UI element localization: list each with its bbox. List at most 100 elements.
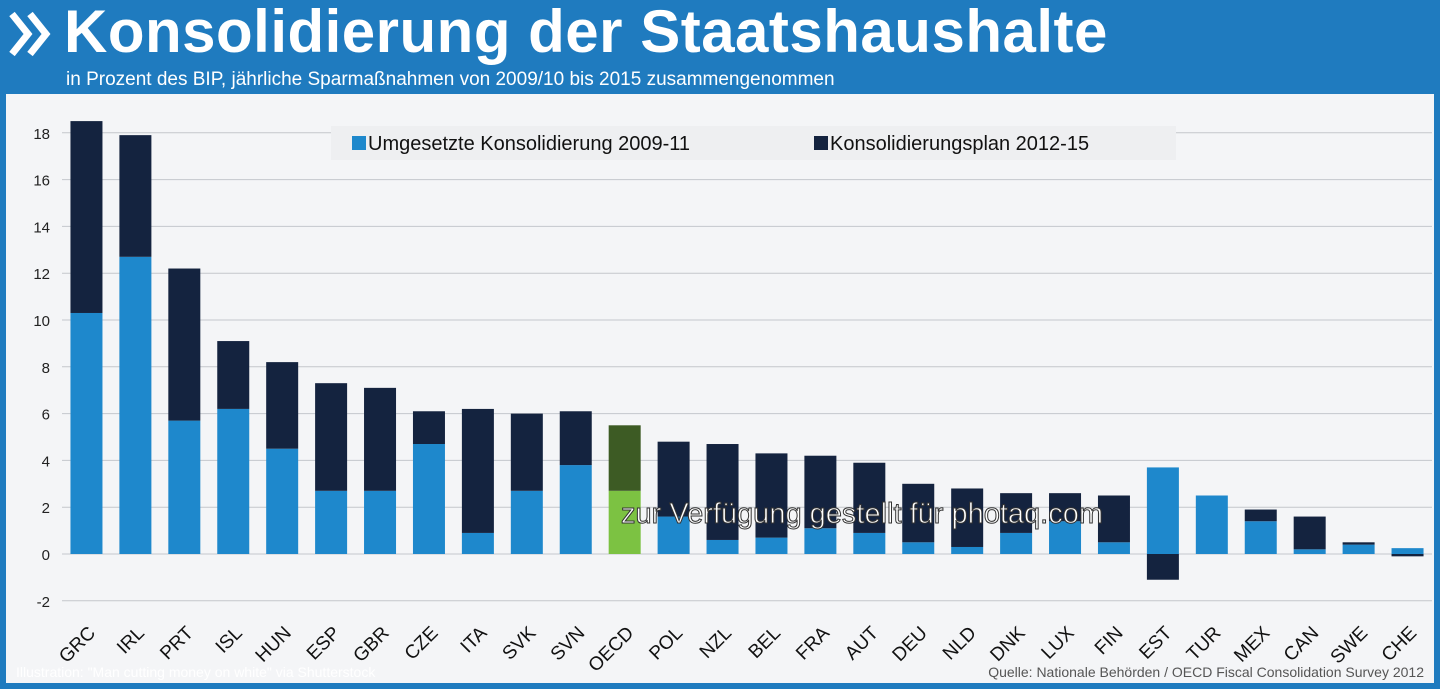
bar-implemented: [266, 448, 299, 554]
y-tick-label: 2: [42, 500, 50, 517]
bar-chart: -2 0 2 4 6 8 10 12 14 16 18 GRC IRL PRT ISL HUN ESP GBR CZ…: [33, 121, 1432, 677]
x-tick-label: MEX: [1230, 622, 1274, 666]
legend-box: [331, 126, 1176, 160]
bar-planned: [1000, 493, 1033, 533]
header: Konsolidierung der Staatshaushalte in Pr…: [0, 0, 1440, 94]
bar-planned: [706, 444, 739, 540]
x-tick-label: ESP: [303, 623, 345, 665]
bar-implemented: [1342, 544, 1375, 554]
y-tick-label: 14: [33, 219, 50, 236]
x-tick-label: DEU: [889, 623, 932, 666]
x-tick-label: NZL: [696, 623, 736, 663]
x-tick-label: ISL: [212, 623, 247, 658]
y-tick-label: 0: [42, 547, 50, 564]
bar-planned: [1293, 516, 1326, 550]
bar-implemented: [1195, 495, 1228, 554]
bar-planned: [902, 483, 935, 543]
bar-implemented: [1293, 549, 1326, 554]
bar-planned: [1049, 493, 1082, 522]
bar-planned: [608, 425, 641, 491]
bar-planned: [461, 408, 494, 533]
x-tick-label: FIN: [1091, 623, 1127, 659]
y-tick-label: 4: [42, 453, 50, 470]
bar-planned: [168, 268, 201, 421]
y-tick-label: 16: [33, 173, 50, 190]
bar-planned: [510, 413, 543, 491]
bar-planned: [1146, 554, 1179, 580]
bar-planned: [217, 341, 250, 409]
x-tick-label: NLD: [939, 623, 981, 665]
x-tick-label: CZE: [401, 623, 443, 665]
bar-planned: [804, 455, 837, 529]
illustration-credit: Illustration: "Man cutting money on whit…: [16, 664, 376, 680]
x-tick-label: ITA: [457, 622, 492, 657]
legend-swatch-implemented: [352, 136, 366, 150]
y-tick-label: 12: [33, 266, 50, 283]
bar-implemented: [608, 490, 641, 554]
bar-implemented: [1146, 467, 1179, 554]
bar-implemented: [70, 312, 103, 554]
bar-planned: [119, 135, 152, 257]
legend-label-implemented: Umgesetzte Konsolidierung 2009-11: [368, 133, 690, 155]
bar-planned: [1342, 542, 1375, 545]
x-tick-label: SVK: [499, 622, 541, 664]
bar-implemented: [461, 532, 494, 554]
legend-label-planned: Konsolidierungsplan 2012-15: [830, 133, 1089, 155]
bar-planned: [315, 383, 348, 491]
bar-planned: [412, 411, 445, 445]
x-tick-label: GBR: [350, 623, 394, 667]
legend-swatch-planned: [814, 136, 828, 150]
y-tick-label: 6: [42, 407, 50, 424]
bar-implemented: [315, 490, 348, 554]
bar-planned: [755, 453, 788, 538]
bar-planned: [70, 121, 103, 313]
x-tick-label: POL: [645, 623, 687, 665]
x-tick-label: TUR: [1183, 623, 1225, 665]
x-tick-label: GRC: [55, 623, 100, 668]
watermark: zur Verfügung gestellt für photaq.com: [620, 498, 1104, 531]
bar-implemented: [1097, 542, 1130, 554]
source-note: Quelle: Nationale Behörden / OECD Fiscal…: [988, 664, 1424, 680]
y-tick-label: -2: [37, 594, 50, 611]
bar-implemented: [559, 465, 592, 554]
x-tick-label: FRA: [792, 622, 834, 664]
bar-implemented: [853, 532, 886, 554]
bar-implemented: [755, 537, 788, 554]
bar-planned: [559, 411, 592, 466]
bar-planned: [1391, 554, 1424, 557]
bar-implemented: [119, 256, 152, 554]
bar-planned: [364, 387, 397, 491]
x-tick-label: IRL: [113, 623, 149, 659]
bar-implemented: [1049, 521, 1082, 554]
bar-implemented: [951, 546, 984, 554]
x-tick-label: OECD: [585, 623, 639, 677]
x-tick-label: LUX: [1038, 622, 1079, 663]
bar-planned: [1097, 495, 1130, 543]
bar-implemented: [902, 542, 935, 554]
bar-implemented: [706, 539, 739, 554]
x-tick-label: SWE: [1327, 623, 1372, 668]
bar-implemented: [657, 516, 690, 554]
oecd-chevron-logo-icon: [6, 6, 58, 62]
x-tick-label: AUT: [841, 622, 883, 664]
x-tick-label: BEL: [745, 623, 785, 663]
plot-area: -2 0 2 4 6 8 10 12 14 16 18 GRC IRL PRT ISL HUN ESP GBR CZ…: [6, 94, 1434, 683]
bar-planned: [1244, 509, 1277, 522]
bar-implemented: [1244, 521, 1277, 554]
bar-planned: [657, 441, 690, 517]
x-tick-label: CHE: [1378, 623, 1421, 666]
bar-implemented: [217, 408, 250, 554]
page-title: Konsolidierung der Staatshaushalte: [64, 0, 1108, 65]
x-tick-label: DNK: [986, 622, 1029, 665]
bar-planned: [951, 488, 984, 547]
x-tick-label: HUN: [252, 623, 296, 667]
x-tick-label: SVN: [547, 623, 589, 665]
x-tick-label: EST: [1135, 622, 1176, 663]
y-tick-label: 18: [33, 126, 50, 143]
bar-implemented: [510, 490, 543, 554]
y-tick-label: 10: [33, 313, 50, 330]
bar-implemented: [804, 528, 837, 554]
y-tick-label: 8: [42, 360, 50, 377]
bar-implemented: [412, 444, 445, 554]
